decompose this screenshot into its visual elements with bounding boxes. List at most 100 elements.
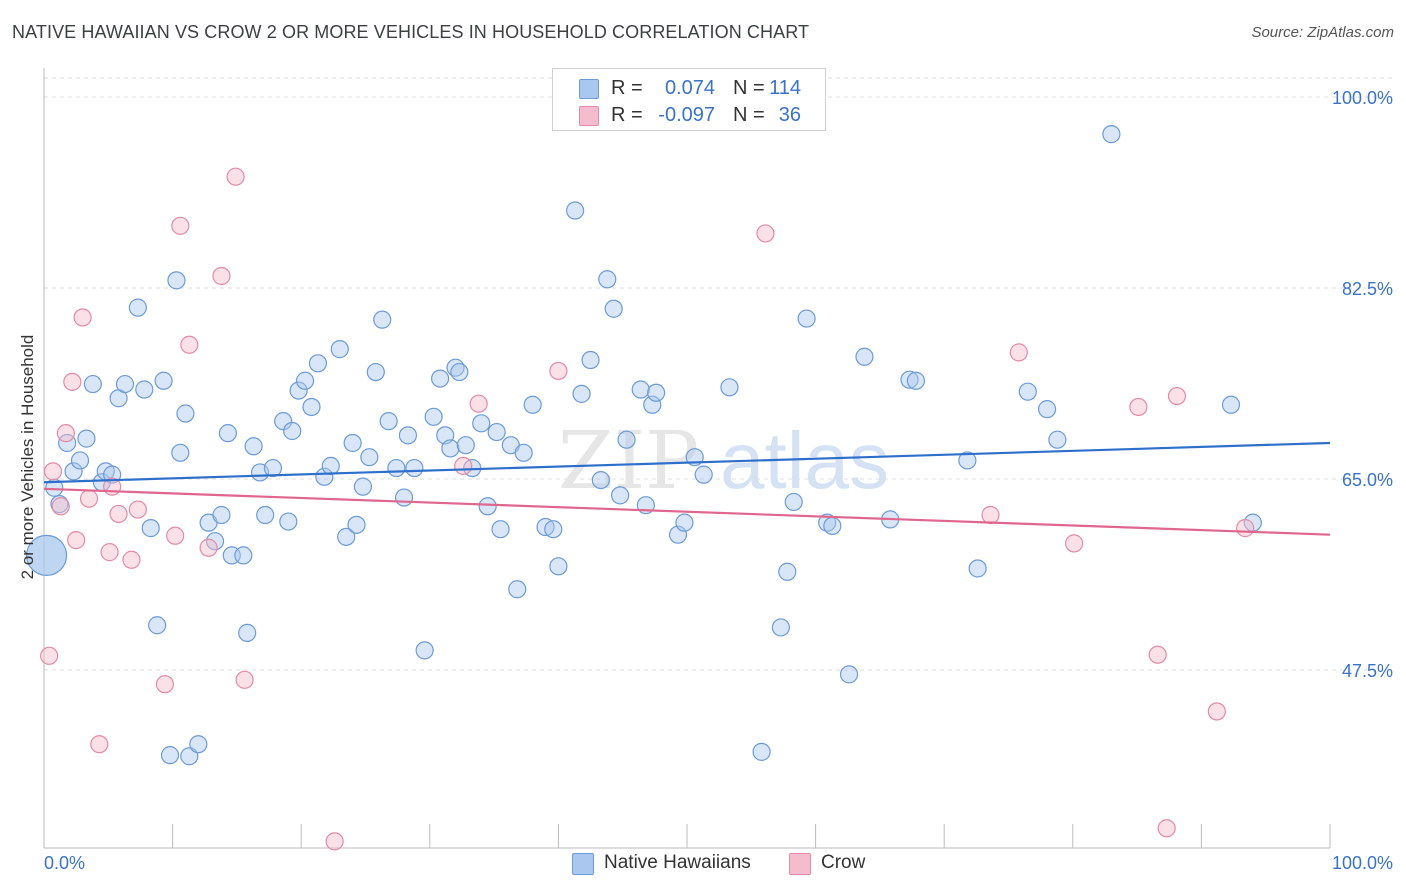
data-point bbox=[343, 433, 362, 453]
data-point bbox=[839, 665, 859, 684]
data-point bbox=[906, 371, 926, 390]
data-point bbox=[756, 224, 775, 243]
legend-n-value: 114 bbox=[769, 77, 801, 99]
data-point bbox=[958, 451, 977, 470]
x-tick-label: 100.0% bbox=[1332, 853, 1393, 873]
data-point bbox=[1148, 645, 1167, 664]
legend-row-crow: R = -0.097 N = 36 bbox=[553, 102, 825, 128]
data-point bbox=[40, 646, 59, 665]
data-point bbox=[67, 531, 86, 550]
legend-row-native-hawaiians: R = 0.074 N = 114 bbox=[553, 75, 825, 101]
grid-lines bbox=[44, 77, 1394, 671]
data-point bbox=[1048, 430, 1067, 449]
data-point bbox=[424, 407, 443, 426]
data-point bbox=[56, 424, 75, 443]
data-point bbox=[454, 456, 473, 476]
data-point bbox=[523, 395, 542, 414]
trend-lines bbox=[43, 441, 1331, 536]
data-point bbox=[337, 527, 356, 546]
data-point bbox=[1009, 343, 1028, 362]
data-point bbox=[1221, 395, 1241, 414]
data-point bbox=[720, 378, 739, 397]
legend-swatch-blue bbox=[572, 853, 594, 875]
data-point bbox=[514, 443, 533, 462]
data-point bbox=[581, 350, 600, 370]
data-point bbox=[572, 384, 591, 403]
data-point bbox=[491, 520, 510, 539]
data-point bbox=[611, 486, 630, 505]
data-point bbox=[360, 448, 379, 467]
data-point bbox=[212, 266, 231, 286]
data-point bbox=[122, 550, 141, 569]
data-point bbox=[77, 429, 96, 448]
data-point bbox=[430, 369, 450, 388]
data-point bbox=[1236, 519, 1255, 538]
data-point bbox=[235, 670, 254, 689]
data-point bbox=[549, 557, 568, 576]
axes bbox=[43, 68, 1331, 849]
data-point bbox=[379, 412, 398, 431]
legend-r-value: -0.097 bbox=[658, 104, 715, 126]
data-point bbox=[797, 309, 816, 328]
data-point bbox=[302, 397, 321, 417]
data-point bbox=[1157, 819, 1176, 838]
data-point bbox=[353, 477, 373, 496]
data-point bbox=[171, 216, 190, 235]
data-point bbox=[405, 458, 424, 478]
data-point bbox=[199, 538, 218, 557]
data-point bbox=[900, 370, 919, 389]
data-point bbox=[441, 439, 460, 458]
data-point bbox=[469, 394, 488, 413]
data-point bbox=[549, 361, 568, 381]
data-point bbox=[1018, 382, 1037, 401]
data-point bbox=[321, 456, 340, 476]
legend-label: Crow bbox=[821, 852, 866, 873]
data-point bbox=[631, 380, 650, 399]
data-point bbox=[155, 675, 174, 694]
data-point bbox=[160, 746, 180, 765]
data-point bbox=[1129, 397, 1148, 417]
data-point bbox=[128, 298, 147, 317]
data-point bbox=[968, 559, 987, 578]
data-point bbox=[218, 424, 237, 443]
data-point bbox=[25, 534, 68, 577]
data-point bbox=[456, 436, 475, 455]
data-point bbox=[73, 308, 92, 327]
legend-label: Native Hawaiians bbox=[604, 852, 751, 873]
y-tick-label: 47.5% bbox=[1342, 661, 1393, 681]
data-point bbox=[366, 362, 385, 382]
data-point bbox=[70, 451, 90, 470]
watermark-zip: ZIP bbox=[558, 414, 699, 507]
y-tick-label: 82.5% bbox=[1342, 279, 1393, 299]
tick-labels: 100.0% 82.5% 65.0% 47.5% 0.0% 100.0% bbox=[44, 88, 1393, 873]
data-point bbox=[109, 504, 128, 524]
data-point bbox=[778, 562, 797, 581]
data-point bbox=[604, 299, 623, 318]
data-point bbox=[234, 546, 253, 565]
data-point bbox=[415, 641, 434, 660]
data-point bbox=[855, 347, 874, 366]
data-point bbox=[141, 519, 160, 538]
data-point bbox=[308, 354, 328, 373]
data-point bbox=[373, 310, 392, 329]
data-point bbox=[347, 515, 366, 534]
data-point bbox=[79, 489, 99, 508]
data-point bbox=[544, 520, 563, 539]
data-point bbox=[279, 512, 298, 531]
data-point bbox=[263, 458, 283, 478]
data-point bbox=[487, 422, 506, 442]
y-axis-label: 2 or more Vehicles in Household bbox=[18, 334, 37, 580]
data-point bbox=[289, 381, 308, 400]
data-point bbox=[771, 618, 790, 637]
data-point bbox=[394, 488, 414, 507]
legend-r-label: R = bbox=[611, 77, 643, 99]
data-point bbox=[472, 414, 491, 433]
series-native-hawaiians bbox=[25, 125, 1262, 766]
legend-swatch-pink bbox=[579, 106, 599, 126]
data-point bbox=[205, 532, 225, 551]
data-point bbox=[148, 616, 167, 635]
data-point bbox=[478, 497, 497, 516]
legend-n-label: N = bbox=[733, 104, 765, 126]
data-point bbox=[176, 404, 195, 423]
